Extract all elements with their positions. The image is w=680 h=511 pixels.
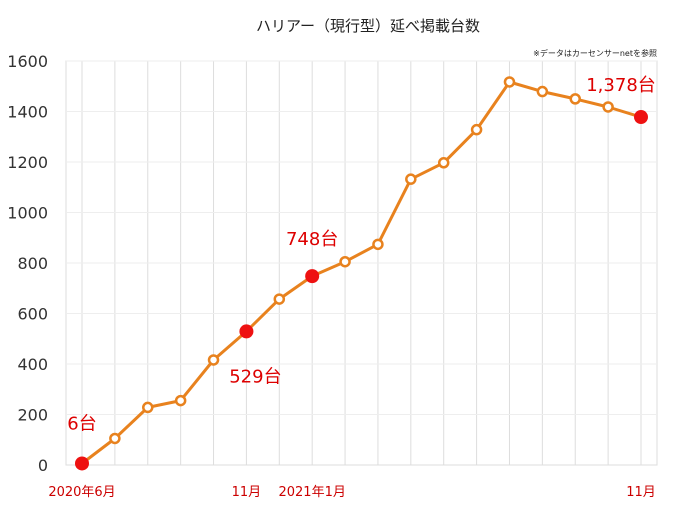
y-tick-label: 400 (17, 355, 48, 374)
data-point (503, 76, 516, 88)
data-point (174, 394, 187, 407)
data-point (569, 93, 581, 105)
data-point (339, 255, 351, 268)
source-note: ※データはカーセンサーnetを参照 (533, 48, 657, 58)
highlight-point (634, 110, 648, 125)
data-point (470, 123, 483, 136)
data-point (207, 354, 220, 366)
series-layer (75, 76, 648, 471)
data-point (437, 157, 450, 169)
data-point (602, 101, 614, 113)
data-point (405, 173, 417, 185)
y-tick-label: 1000 (7, 204, 48, 223)
x-tick-label: 11月 (232, 485, 262, 500)
y-tick-label: 200 (17, 406, 48, 425)
y-tick-label: 1600 (7, 52, 48, 71)
y-tick-label: 0 (38, 456, 48, 475)
data-point (372, 238, 384, 251)
chart-title: ハリアー（現行型）延べ掲載台数 (256, 17, 480, 35)
y-tick-label: 600 (17, 305, 48, 324)
highlight-point (305, 269, 320, 284)
y-axis: 0 200 400 600 800 1000 1200 1400 1600 (7, 52, 48, 475)
data-label: 529台 (229, 366, 281, 387)
data-labels: 6台 529台 748台 1,378台 (67, 75, 655, 434)
highlight-point (239, 324, 254, 339)
y-tick-label: 1200 (7, 153, 48, 172)
x-tick-label: 11月 (626, 485, 656, 500)
data-label: 6台 (67, 413, 96, 434)
x-tick-label: 2021年1月 (278, 485, 345, 500)
y-tick-label: 1400 (7, 103, 48, 122)
data-point (109, 432, 121, 445)
x-tick-label: 2020年6月 (48, 485, 115, 500)
highlight-point (75, 456, 89, 471)
x-axis: 2020年6月 11月 2021年1月 11月 (48, 485, 655, 500)
data-label: 748台 (286, 229, 338, 250)
data-point (273, 293, 286, 305)
data-label: 1,378台 (586, 75, 656, 96)
y-tick-label: 800 (17, 254, 48, 273)
plot-area (65, 60, 658, 466)
data-point (142, 401, 154, 414)
data-point (536, 85, 549, 98)
